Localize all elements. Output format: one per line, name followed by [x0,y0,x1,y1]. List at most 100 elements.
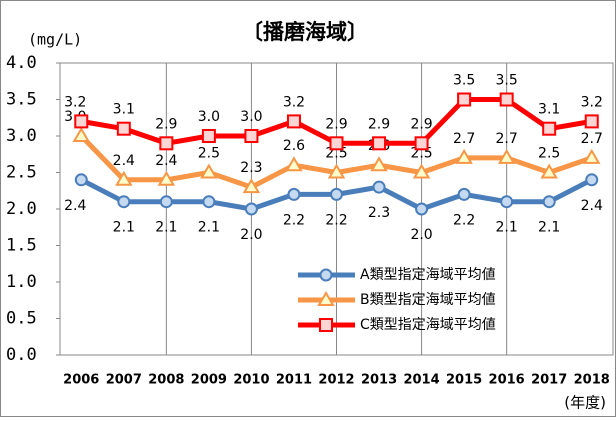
marker [244,129,259,143]
data-label: 2.3 [368,205,390,221]
x-tick-label: 2006 [63,373,99,388]
data-label: 2.4 [113,153,135,169]
x-tick-label: 2010 [233,373,269,388]
marker [542,121,557,136]
data-label: 3.0 [198,109,220,125]
x-tick-label: 2015 [446,373,482,388]
x-axis-label: (年度) [564,394,606,412]
marker [74,173,88,187]
marker [285,156,303,172]
data-label: 2.1 [496,220,518,236]
data-label: 3.1 [538,102,560,118]
marker [117,195,131,209]
marker [244,202,258,216]
data-label: 2.0 [240,227,262,243]
data-label: 2.3 [240,160,262,176]
marker [414,136,429,151]
y-tick-label: 0.0 [6,345,37,365]
legend-label: A類型指定海域平均値 [360,267,496,283]
data-label: 2.9 [410,116,432,132]
marker [200,163,218,179]
y-tick-label: 1.5 [6,236,37,256]
marker [329,136,344,151]
y-tick-label: 1.0 [6,272,37,292]
marker [372,136,387,151]
data-label: 2.7 [453,131,475,147]
chart-title: 〔播磨海域〕 [242,20,368,44]
data-label: 3.2 [283,94,305,110]
data-label: 3.2 [581,94,603,110]
data-label: 2.7 [581,131,603,147]
x-tick-label: 2013 [361,373,397,388]
data-label: 2.5 [198,146,220,162]
x-tick-label: 2018 [574,373,610,388]
marker [372,180,386,194]
data-label: 2.2 [325,212,347,228]
marker [202,195,216,209]
data-label: 3.2 [64,94,86,110]
marker [499,92,514,107]
y-tick-label: 2.5 [6,163,37,183]
marker [327,163,346,179]
marker [582,148,601,164]
marker [542,195,556,209]
marker [319,318,333,332]
marker [584,114,599,129]
marker [115,170,133,186]
y-tick-label: 0.5 [6,309,37,329]
y-tick-label: 2.0 [6,199,37,219]
x-tick-label: 2017 [531,373,567,388]
marker [540,163,558,179]
data-label: 2.9 [155,116,177,132]
marker [497,148,516,164]
data-label: 2.0 [410,227,432,243]
data-label: 2.7 [496,131,518,147]
marker [457,187,471,201]
marker [319,268,333,282]
data-label: 2.2 [453,212,475,228]
x-tick-label: 2008 [148,373,184,388]
marker [287,187,301,201]
data-label: 3.1 [113,102,135,118]
marker [455,148,473,164]
x-tick-label: 2011 [276,373,312,388]
marker [415,202,429,216]
marker [159,195,173,209]
x-tick-label: 2016 [489,373,525,388]
data-label: 2.9 [368,116,390,132]
x-tick-label: 2012 [318,373,354,388]
data-label: 2.4 [581,198,603,214]
legend-label: C類型指定海域平均値 [360,317,496,333]
marker [286,114,301,129]
marker [72,127,91,142]
marker [585,173,599,187]
data-label: 3.5 [453,73,475,89]
data-label: 2.5 [538,146,560,162]
data-label: 3.5 [496,73,518,89]
y-axis-label: (mg/L) [28,31,82,49]
y-tick-label: 4.0 [6,53,37,73]
marker [116,121,131,136]
x-tick-label: 2014 [403,373,439,388]
marker [412,163,431,179]
marker [330,187,343,201]
marker [201,129,216,143]
marker [370,156,388,172]
marker [157,170,176,186]
x-tick-label: 2007 [106,373,142,388]
data-label: 3.0 [240,109,262,125]
data-label: 2.1 [113,220,135,236]
legend-label: B類型指定海域平均値 [360,292,496,308]
data-label: 2.1 [538,220,560,236]
marker [500,195,514,209]
data-label: 2.1 [155,220,177,236]
data-label: 2.2 [283,212,305,228]
data-label: 2.6 [283,138,305,154]
data-label: 2.4 [155,153,177,169]
x-tick-label: 2009 [191,373,227,388]
data-label: 2.9 [325,116,347,132]
marker [242,178,261,194]
marker [74,114,89,129]
